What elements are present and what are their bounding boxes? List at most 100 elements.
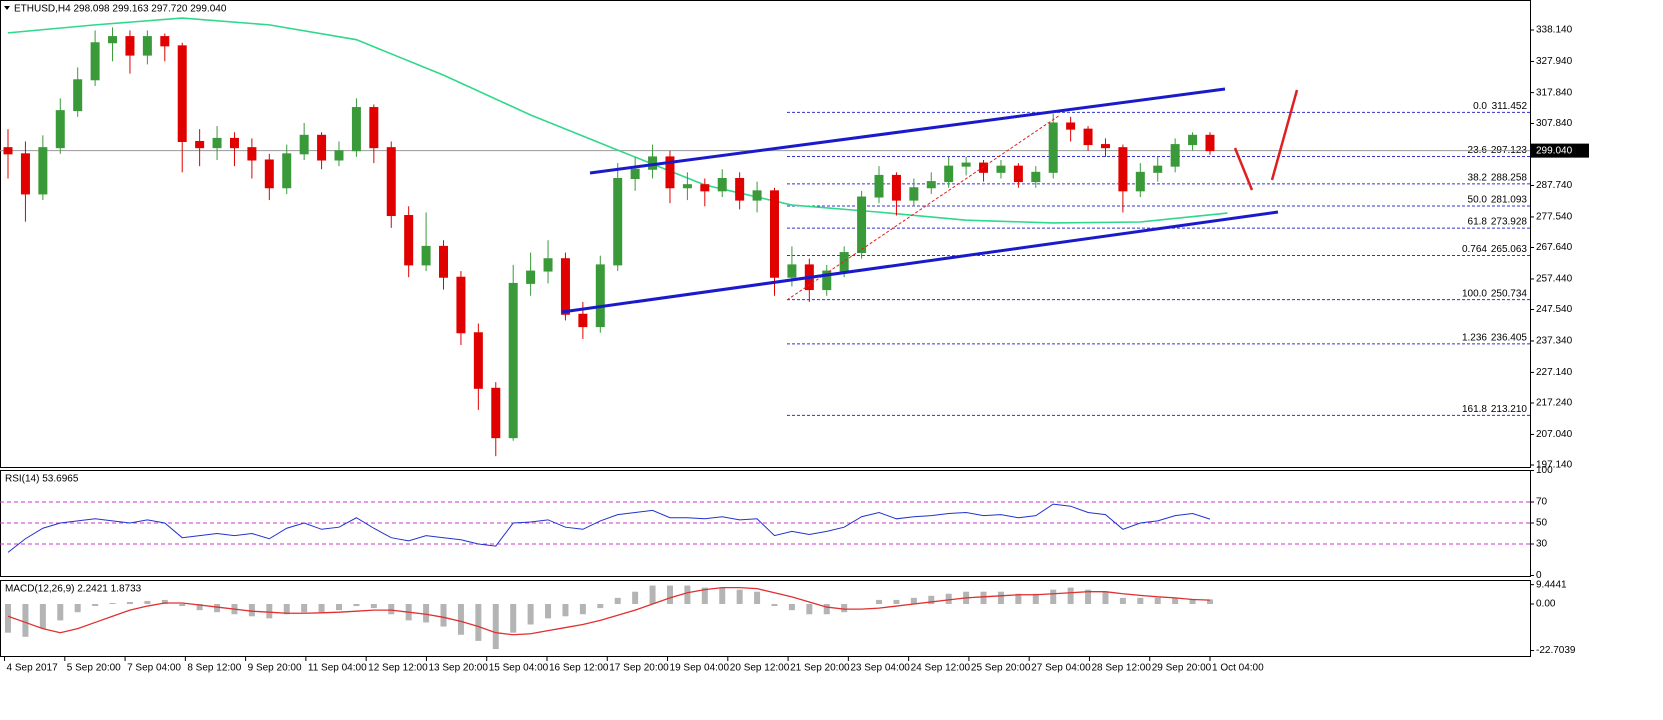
fib-ratio: 161.8 [1462, 404, 1487, 415]
candle-body [839, 252, 849, 272]
macd-bar [649, 585, 656, 605]
x-tick-label: 9 Sep 20:00 [248, 663, 302, 674]
y-tick-label: 317.840 [1536, 87, 1573, 98]
candle-body [595, 264, 605, 328]
candle-body [491, 387, 501, 439]
macd-bar [562, 604, 569, 617]
y-tick-label: 287.740 [1536, 180, 1573, 191]
y-tick-label: 247.540 [1536, 304, 1573, 315]
x-tick-label: 15 Sep 04:00 [489, 663, 549, 674]
macd-bar [1067, 587, 1074, 605]
candle-body [108, 36, 118, 44]
candle-body [1031, 171, 1041, 183]
fib-ratio: 61.8 [1468, 217, 1488, 228]
candle-body [752, 190, 762, 201]
macd-bar [214, 604, 221, 613]
candle-body [282, 153, 292, 189]
y-tick-label: -22.7039 [1536, 645, 1576, 656]
x-tick-label: 20 Sep 12:00 [730, 663, 790, 674]
macd-bar [632, 591, 639, 605]
x-tick-label: 25 Sep 20:00 [971, 663, 1031, 674]
macd-bar [597, 604, 604, 609]
macd-bar [196, 604, 203, 611]
y-tick-label: 277.540 [1536, 212, 1573, 223]
y-tick-label: 0.00 [1536, 599, 1556, 610]
candle-body [961, 162, 971, 167]
fib-ratio: 1.236 [1462, 332, 1487, 343]
y-tick-label: 267.640 [1536, 242, 1573, 253]
x-tick-label: 24 Sep 12:00 [911, 663, 971, 674]
fib-ratio: 38.2 [1468, 173, 1488, 184]
x-tick-label: 28 Sep 12:00 [1091, 663, 1151, 674]
macd-bar [1137, 597, 1144, 605]
y-tick-label: 9.4441 [1536, 579, 1567, 590]
macd-bar [806, 604, 813, 615]
macd-bar [1119, 597, 1126, 605]
fib-price: 265.063 [1491, 244, 1528, 255]
candle-body [630, 168, 640, 180]
macd-bar [440, 604, 447, 627]
macd-bar [841, 604, 848, 613]
candle-body [926, 181, 936, 189]
macd-bar [736, 589, 743, 605]
candle-body [125, 36, 135, 56]
y-tick-label: 0 [1536, 570, 1542, 581]
y-tick-label: 30 [1536, 539, 1548, 550]
macd-bar [701, 587, 708, 605]
macd-bar [335, 604, 342, 611]
current-price-box [1531, 143, 1589, 158]
macd-bar [719, 587, 726, 605]
candle-body [229, 137, 239, 149]
macd-bar [248, 604, 255, 617]
macd-bar [1172, 597, 1179, 605]
macd-bar [1189, 598, 1196, 605]
candle-body [1118, 147, 1128, 192]
macd-bar [318, 604, 325, 613]
moving-average [7, 17, 1228, 224]
candle-body [369, 107, 379, 149]
macd-bar [283, 604, 290, 615]
candle-body [3, 147, 13, 155]
candle-body [717, 178, 727, 192]
candle-body [55, 110, 65, 149]
price-panel [0, 0, 1531, 468]
candle-body [787, 264, 797, 278]
macd-bar [1206, 599, 1213, 605]
candle-body [1135, 171, 1145, 192]
macd-bar [980, 591, 987, 605]
y-tick-label: 207.040 [1536, 429, 1573, 440]
x-tick-label: 21 Sep 20:00 [790, 663, 850, 674]
y-tick-label: 197.140 [1536, 460, 1573, 471]
candle-body [874, 174, 884, 198]
candle-body [90, 42, 100, 81]
x-tick-label: 13 Sep 20:00 [428, 663, 488, 674]
candle-body [439, 245, 449, 278]
chart-title: ETHUSD,H4 298.098 299.163 297.720 299.04… [14, 4, 227, 15]
fib-price: 273.928 [1491, 217, 1528, 228]
macd-bar [666, 585, 673, 605]
macd-bar [301, 604, 308, 613]
candle-body [857, 196, 867, 254]
macd-bar [1015, 593, 1022, 605]
macd-bar [876, 599, 883, 605]
y-tick-label: 327.940 [1536, 56, 1573, 67]
macd-bar [388, 604, 395, 615]
x-tick-label: 16 Sep 12:00 [549, 663, 609, 674]
macd-bar [126, 601, 133, 605]
fib-price: 288.258 [1491, 173, 1528, 184]
candle-body [1066, 122, 1076, 130]
forecast-arrow [1233, 147, 1254, 191]
macd-bar [614, 597, 621, 605]
fib-price: 250.734 [1491, 288, 1528, 299]
macd-bar [39, 604, 46, 629]
candle-body [891, 174, 901, 201]
candle-body [1205, 134, 1215, 152]
candle-body [404, 215, 414, 266]
candle-body [38, 147, 48, 195]
macd-bar [370, 604, 377, 609]
macd-title: MACD(12,26,9) 2.2421 1.8733 [5, 584, 142, 595]
macd-panel [0, 580, 1531, 657]
fib-price: 213.210 [1491, 404, 1528, 415]
